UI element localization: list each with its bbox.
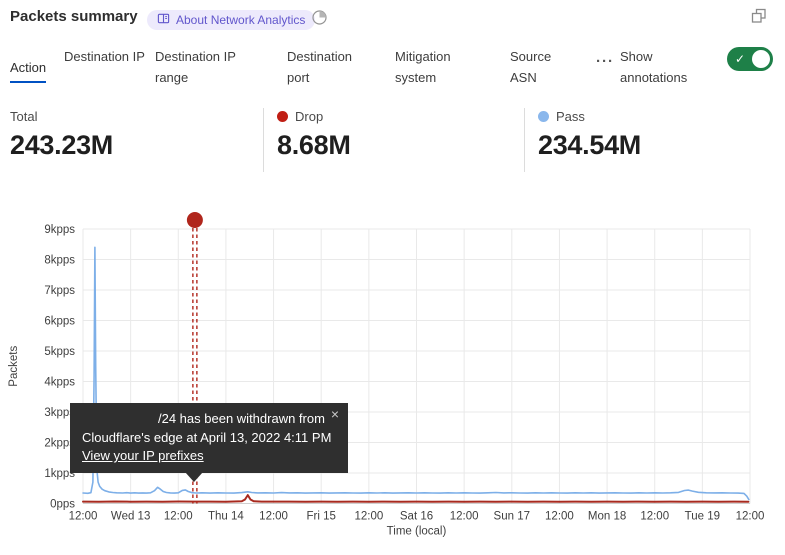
tab-destination-ip-range[interactable]: Destination IP range bbox=[155, 49, 236, 85]
gridlines bbox=[82, 228, 751, 504]
book-icon bbox=[157, 12, 170, 28]
x-tick-label: 12:00 bbox=[640, 511, 669, 523]
y-tick-label: 7kpps bbox=[44, 285, 75, 297]
x-tick-label: Mon 18 bbox=[588, 511, 626, 523]
stat-total: Total 243.23M bbox=[10, 108, 113, 161]
x-tick-label: 12:00 bbox=[736, 511, 765, 523]
y-tick-label: 9kpps bbox=[44, 224, 75, 236]
time-filter-icon[interactable] bbox=[311, 9, 328, 26]
x-tick-label: Tue 19 bbox=[685, 511, 720, 523]
axis-labels: 0pps 1kpps 2kpps 3kpps 4kpps 5kpps 6kpps 7kpps 8… bbox=[8, 224, 764, 538]
tab-destination-ip[interactable]: Destination IP bbox=[64, 49, 145, 64]
stat-divider bbox=[263, 108, 264, 172]
packets-chart[interactable]: 0pps 1kpps 2kpps 3kpps 4kpps 5kpps 6kpps 7kpps 8… bbox=[0, 205, 785, 553]
close-icon[interactable]: × bbox=[330, 406, 339, 422]
tab-destination-port[interactable]: Destination port bbox=[287, 49, 353, 85]
y-tick-label: 4kpps bbox=[44, 377, 75, 389]
stat-total-value: 243.23M bbox=[10, 130, 113, 160]
tab-action[interactable]: Action bbox=[10, 57, 47, 83]
y-tick-label: 0pps bbox=[50, 499, 75, 511]
more-tabs-button[interactable]: ··· bbox=[590, 52, 620, 71]
drop-legend-dot bbox=[277, 110, 288, 122]
y-tick-label: 2kpps bbox=[44, 438, 75, 450]
stat-pass-label: Pass bbox=[556, 108, 585, 124]
show-annotations-label: Show annotations bbox=[620, 49, 688, 85]
x-axis-title: Time (local) bbox=[387, 526, 447, 538]
x-tick-label: 12:00 bbox=[259, 511, 288, 523]
stat-pass: Pass 234.54M bbox=[538, 108, 641, 161]
y-tick-label: 6kpps bbox=[44, 316, 75, 328]
pass-legend-dot bbox=[538, 110, 549, 122]
tooltip-message-line1: /24 has been withdrawn from bbox=[158, 411, 325, 426]
x-tick-label: 12:00 bbox=[354, 511, 383, 523]
y-tick-label: 8kpps bbox=[44, 255, 75, 267]
tooltip-caret bbox=[185, 471, 203, 482]
expand-window-icon[interactable] bbox=[751, 8, 767, 24]
page-title: Packets summary bbox=[10, 8, 138, 25]
check-icon: ✓ bbox=[735, 52, 746, 66]
about-network-analytics-badge[interactable]: About Network Analytics bbox=[147, 10, 316, 30]
stat-drop-value: 8.68M bbox=[277, 130, 351, 160]
x-tick-label: Thu 14 bbox=[208, 511, 244, 523]
y-tick-label: 1kpps bbox=[44, 468, 75, 480]
tooltip-message-line2: Cloudflare's edge at April 13, 2022 4:11… bbox=[82, 429, 332, 445]
stat-pass-value: 234.54M bbox=[538, 130, 641, 160]
x-tick-label: Wed 13 bbox=[111, 511, 150, 523]
x-tick-label: 12:00 bbox=[69, 511, 98, 523]
annotation-marker-dot[interactable] bbox=[186, 212, 203, 228]
stat-drop-label: Drop bbox=[295, 108, 324, 124]
x-tick-label: 12:00 bbox=[164, 511, 193, 523]
x-tick-label: Sat 16 bbox=[400, 511, 433, 523]
annotation-tooltip: × /24 has been withdrawn from Cloudflare… bbox=[70, 403, 348, 482]
stat-drop: Drop 8.68M bbox=[277, 108, 351, 161]
tab-mitigation-system[interactable]: Mitigation system bbox=[395, 49, 451, 85]
series-drop bbox=[82, 494, 750, 503]
x-tick-label: Fri 15 bbox=[307, 511, 336, 523]
x-tick-label: Sun 17 bbox=[494, 511, 530, 523]
stat-total-label: Total bbox=[10, 108, 38, 124]
y-tick-label: 5kpps bbox=[44, 346, 75, 358]
y-axis-title: Packets bbox=[8, 346, 20, 387]
series-pass bbox=[82, 246, 750, 501]
toggle-knob bbox=[752, 50, 770, 68]
badge-label: About Network Analytics bbox=[176, 13, 306, 27]
stat-divider bbox=[524, 108, 525, 172]
x-tick-label: 12:00 bbox=[450, 511, 479, 523]
dimension-tabs: ··· Show annotations ✓ Action Destination… bbox=[0, 0, 785, 95]
x-tick-label: 12:00 bbox=[545, 511, 574, 523]
y-tick-label: 3kpps bbox=[44, 407, 75, 419]
view-ip-prefixes-link[interactable]: View your IP prefixes bbox=[82, 448, 204, 463]
show-annotations-toggle[interactable]: ✓ bbox=[727, 47, 773, 71]
tab-source-asn[interactable]: Source ASN bbox=[510, 49, 552, 85]
